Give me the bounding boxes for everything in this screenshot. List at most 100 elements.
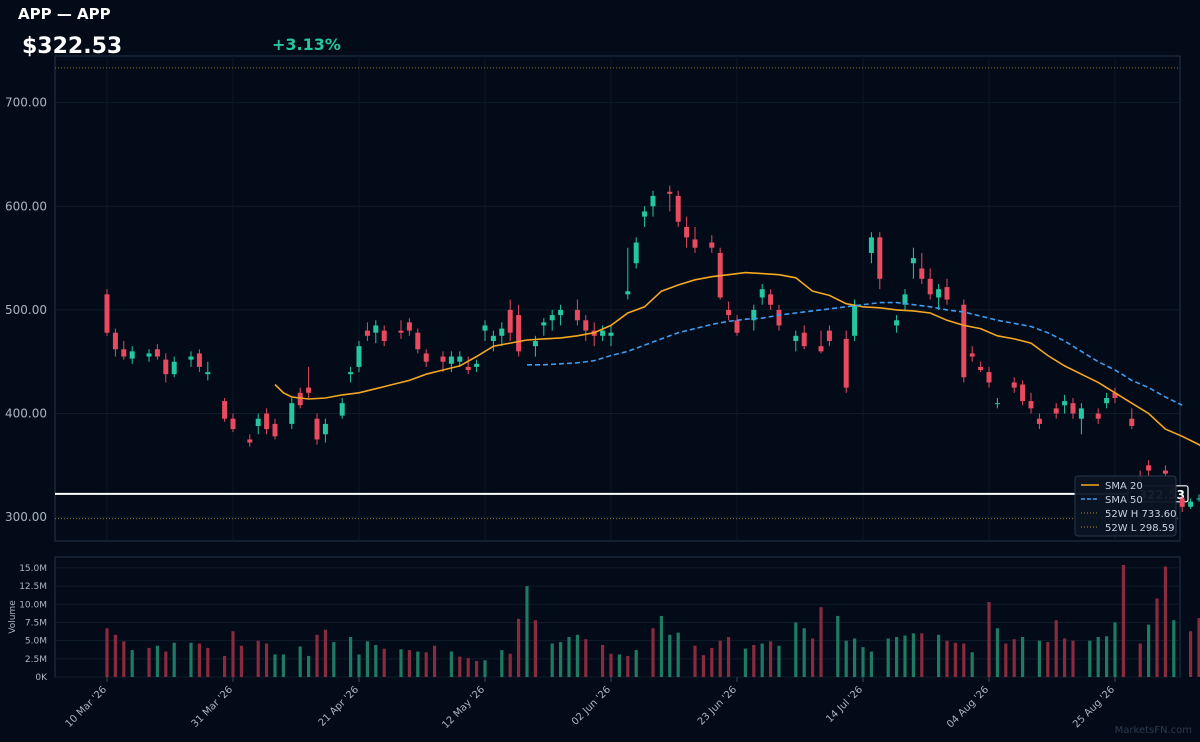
volume-bar: [164, 651, 168, 677]
legend[interactable]: SMA 20 SMA 50 52W H 733.60 52W L 298.59: [1074, 475, 1177, 537]
volume-bar: [727, 637, 731, 677]
x-tick-label: 25 Aug '26: [1071, 684, 1117, 730]
candle: [910, 247, 916, 279]
volume-bar: [743, 648, 747, 677]
candle: [818, 330, 824, 354]
candle: [894, 315, 900, 333]
volume-bar: [769, 641, 773, 677]
candle-body: [1196, 498, 1200, 500]
candle-body: [852, 304, 858, 336]
volume-bar: [357, 654, 361, 677]
candle: [314, 413, 320, 445]
volume-bar: [466, 658, 470, 677]
candle-body: [843, 338, 849, 388]
volume-bar: [315, 634, 319, 677]
candle: [415, 328, 421, 354]
volume-bar: [1197, 618, 1200, 677]
candle-body: [734, 320, 740, 333]
volume-bar: [197, 643, 201, 677]
candle-body: [1162, 470, 1168, 474]
candle: [978, 361, 984, 373]
volume-bar: [1121, 565, 1125, 677]
volume-bar: [853, 638, 857, 677]
candle-body: [759, 289, 765, 298]
candle: [1011, 377, 1017, 393]
candle: [222, 397, 228, 422]
candle: [936, 283, 942, 310]
volume-bar: [365, 641, 369, 677]
volume-bar: [1037, 640, 1041, 677]
candle: [608, 325, 614, 347]
candle: [457, 351, 463, 367]
candle-body: [894, 320, 900, 326]
volume-bar: [559, 642, 563, 677]
x-tick-label: 04 Aug '26: [945, 684, 991, 730]
volume-bar: [911, 633, 915, 677]
candle-body: [112, 332, 118, 350]
candle: [734, 315, 740, 336]
candle-body: [709, 242, 715, 248]
candle: [373, 320, 379, 344]
candle: [490, 330, 496, 352]
candle-body: [398, 330, 404, 333]
volume-bar: [122, 641, 126, 677]
x-tick-label: 02 Jun '26: [570, 684, 613, 727]
candle: [516, 304, 522, 357]
candle: [306, 366, 312, 398]
candle-body: [675, 195, 681, 222]
candle: [247, 434, 253, 447]
candle: [877, 232, 883, 290]
volume-bar: [147, 647, 151, 677]
candle-body: [1070, 403, 1076, 414]
last-price: $322.53: [22, 34, 123, 59]
volume-bar: [1189, 631, 1193, 677]
volume-bar: [533, 620, 537, 677]
candle-body: [381, 330, 387, 341]
candle-body: [339, 403, 345, 416]
candle-body: [910, 258, 916, 264]
candle: [339, 397, 345, 419]
candle: [868, 232, 874, 264]
price-tick-label: 300.00: [5, 510, 47, 524]
candle-body: [1062, 401, 1068, 406]
volume-bar: [659, 615, 663, 677]
candle: [994, 397, 1000, 409]
volume-tick-label: 15.0M: [19, 564, 47, 574]
candle-body: [457, 356, 463, 362]
volume-bar: [206, 647, 210, 677]
candle-body: [448, 356, 454, 364]
candle-body: [541, 322, 547, 326]
candle: [1028, 392, 1034, 414]
volume-bar: [794, 622, 798, 677]
candle-body: [516, 315, 522, 352]
candle-body: [222, 401, 228, 419]
candle-body: [1020, 384, 1026, 402]
candle: [499, 322, 505, 347]
candle: [843, 330, 849, 393]
volume-bar: [399, 649, 403, 677]
volume-bar: [701, 655, 705, 677]
volume-bar: [617, 654, 621, 677]
sma50-line: [527, 301, 1183, 406]
volume-bar: [374, 645, 378, 677]
candle-body: [163, 359, 169, 375]
volume-bar: [710, 647, 714, 677]
volume-tick-label: 7.5M: [25, 618, 47, 628]
volume-bar: [836, 615, 840, 677]
candle-body: [625, 291, 631, 295]
price-tick-label: 500.00: [5, 303, 47, 317]
legend-entry: SMA 50: [1105, 495, 1143, 506]
candle: [398, 320, 404, 339]
volume-bar: [416, 651, 420, 677]
candle-body: [490, 335, 496, 341]
candle: [902, 289, 908, 310]
sma20-line: [274, 271, 1200, 447]
volume-bar: [1138, 643, 1142, 677]
volume-bar: [223, 655, 227, 677]
candle-body: [1129, 418, 1135, 426]
candle-body: [356, 346, 362, 367]
candle-body: [129, 351, 135, 359]
candle: [1095, 408, 1101, 424]
volume-bar: [1172, 620, 1176, 677]
candle: [1078, 403, 1084, 435]
